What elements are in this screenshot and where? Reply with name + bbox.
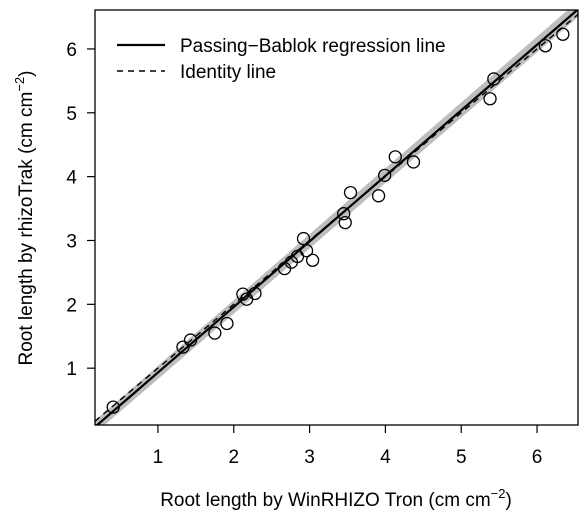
point	[388, 150, 402, 164]
point	[406, 155, 421, 169]
line	[95, 10, 578, 425]
point	[299, 244, 314, 258]
point	[343, 185, 358, 200]
x-label-text: Root length by WinRHIZO Tron (cm cm	[160, 490, 490, 511]
x-axis-label: Root length by WinRHIZO Tron (cm cm−2)	[160, 486, 512, 511]
y-label-suffix: )	[16, 71, 37, 77]
point	[487, 72, 501, 86]
y-tick-label: 2	[66, 295, 77, 316]
point	[220, 316, 234, 331]
x-tick-label: 5	[456, 447, 467, 468]
point	[338, 215, 352, 230]
point	[337, 207, 351, 221]
point	[377, 168, 392, 183]
y-axis-label: Root length by rhizoTrak (cm cm−2)	[12, 71, 37, 366]
y-tick-label: 1	[66, 359, 77, 380]
x-tick-label: 3	[304, 447, 315, 468]
plot-frame	[94, 9, 579, 426]
legend-label: Identity line	[180, 62, 276, 83]
point	[538, 39, 553, 53]
y-tick-label: 4	[66, 168, 77, 189]
plot-area	[95, 10, 578, 425]
x-label-sup: −2	[491, 486, 506, 501]
point	[176, 340, 190, 354]
point	[305, 253, 320, 267]
legend-label: Passing−Bablok regression line	[180, 36, 446, 57]
x-tick-label: 6	[532, 447, 543, 468]
point	[556, 27, 570, 41]
y-tick-label: 3	[66, 231, 77, 252]
x-tick-label: 1	[153, 447, 164, 468]
point	[208, 326, 222, 340]
point	[183, 333, 198, 347]
x-tick-label: 2	[228, 447, 239, 468]
y-label-text: Root length by rhizoTrak (cm cm	[16, 92, 37, 366]
point	[248, 286, 262, 301]
y-tick-label: 6	[66, 40, 77, 61]
point	[106, 400, 120, 414]
x-label-suffix: )	[505, 490, 511, 511]
point	[371, 189, 386, 203]
y-tick-label: 5	[66, 104, 77, 125]
y-label-sup: −2	[12, 77, 27, 92]
point	[296, 231, 311, 246]
point	[483, 92, 497, 106]
x-tick-label: 4	[380, 447, 391, 468]
